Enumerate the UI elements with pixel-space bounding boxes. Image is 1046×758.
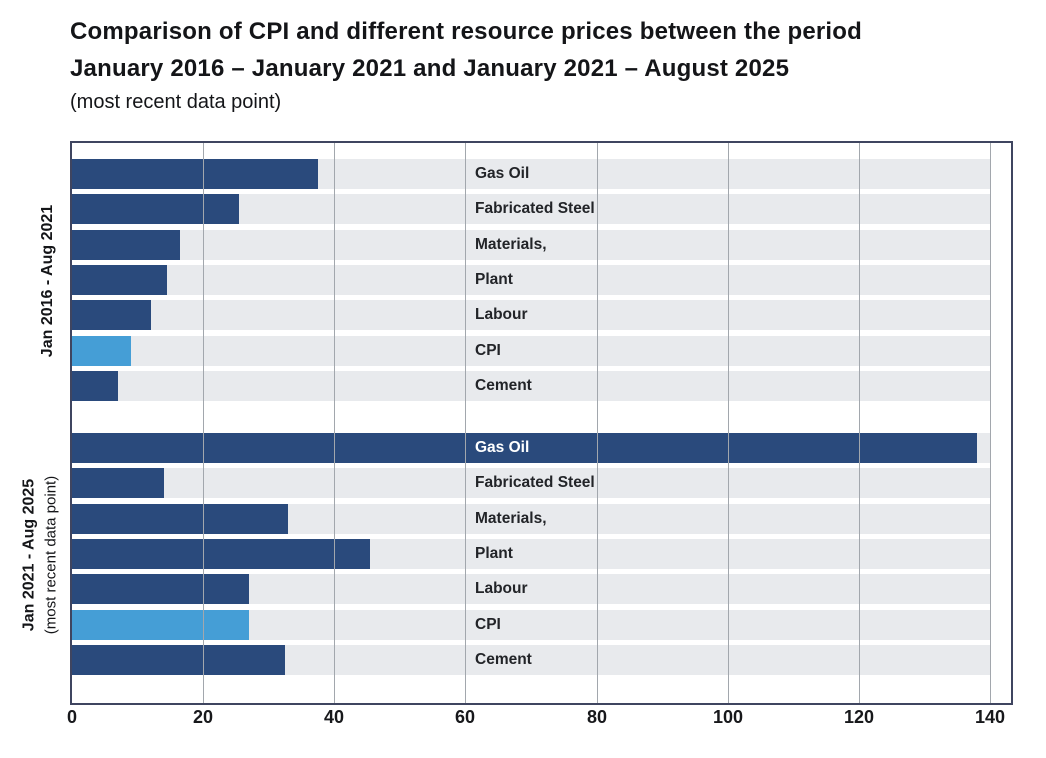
bar-labour-group1 xyxy=(72,300,151,331)
bar-fabricated-steel-group1 xyxy=(72,194,240,225)
x-tick-label: 120 xyxy=(843,707,875,727)
gridline xyxy=(465,143,466,703)
row-band xyxy=(72,300,990,331)
gridline xyxy=(728,143,729,703)
category-label: Gas Oil xyxy=(475,165,530,182)
gridline xyxy=(334,143,335,703)
row-band xyxy=(72,264,990,295)
x-tick-label: 100 xyxy=(712,707,744,727)
x-tick-label: 20 xyxy=(192,707,214,727)
bar-materials-group2 xyxy=(72,503,289,534)
bar-plant-group2 xyxy=(72,538,371,569)
bar-gas-oil-group1 xyxy=(72,159,318,189)
plot-area: Gas Oil Fabricated Steel Materials, Plant La… xyxy=(70,141,1013,705)
category-label: Cement xyxy=(475,376,532,394)
category-label: Plant xyxy=(475,270,513,288)
row-band xyxy=(72,370,990,401)
y-axis-label-group2: Jan 2021 - Aug 2025 (most recent data po… xyxy=(19,476,62,634)
row-band xyxy=(72,335,990,366)
category-label: Plant xyxy=(475,544,513,562)
bar-cement-group1 xyxy=(72,370,118,401)
bar-gas-oil-group2 xyxy=(72,433,977,463)
bar-labour-group2 xyxy=(72,574,249,605)
gridline xyxy=(203,143,204,703)
y-axis-label-group2-text: Jan 2021 - Aug 2025 xyxy=(20,478,38,632)
category-label: Cement xyxy=(475,650,532,668)
bar-cpi-group1 xyxy=(72,335,131,366)
gridline xyxy=(597,143,598,703)
y-axis-label-group1-text: Jan 2016 - Aug 2021 xyxy=(39,204,56,358)
gridline xyxy=(859,143,860,703)
bar-cpi-group2 xyxy=(72,609,249,640)
gridline xyxy=(990,143,991,703)
bar-cement-group2 xyxy=(72,644,286,675)
category-label: Gas Oil xyxy=(475,439,530,456)
y-axis-label-group1: Jan 2016 - Aug 2021 xyxy=(37,205,59,357)
x-tick-label: 60 xyxy=(454,707,476,727)
x-axis: 0 20 40 60 80 100 120 140 xyxy=(0,707,1046,737)
x-tick-label: 40 xyxy=(323,707,345,727)
y-axis-label-group2-subtext: (most recent data point) xyxy=(42,475,60,635)
bar-plant-group1 xyxy=(72,264,168,295)
category-label: Fabricated Steel xyxy=(475,474,595,492)
bar-materials-group1 xyxy=(72,229,181,260)
x-tick-label: 0 xyxy=(66,707,78,727)
bar-fabricated-steel-group2 xyxy=(72,468,164,499)
chart-title-block: Comparison of CPI and different resource… xyxy=(70,13,862,116)
row-band xyxy=(72,468,990,499)
x-tick-label: 80 xyxy=(586,707,608,727)
category-label: Fabricated Steel xyxy=(475,200,595,218)
category-label: Materials, xyxy=(475,235,547,253)
chart-title-line1: Comparison of CPI and different resource… xyxy=(70,18,863,45)
chart-title-line2: January 2016 – January 2021 and January … xyxy=(70,55,790,82)
category-label: CPI xyxy=(475,615,501,633)
category-label: CPI xyxy=(475,341,501,359)
chart-subtitle: (most recent data point) xyxy=(70,91,282,113)
row-band xyxy=(72,229,990,260)
category-label: Materials, xyxy=(475,509,547,527)
category-label: Labour xyxy=(475,580,528,598)
category-label: Labour xyxy=(475,306,528,324)
x-tick-label: 140 xyxy=(974,707,1006,727)
